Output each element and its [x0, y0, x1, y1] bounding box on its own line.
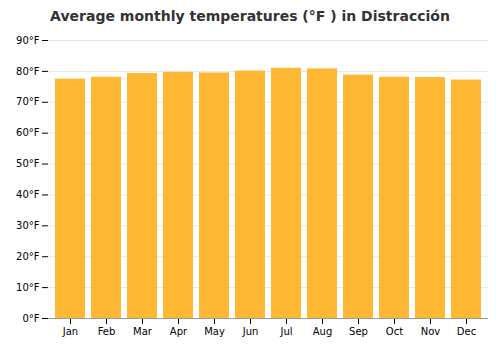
- svg-text:Nov: Nov: [421, 326, 441, 337]
- svg-text:Feb: Feb: [98, 326, 116, 337]
- svg-text:Dec: Dec: [457, 326, 476, 337]
- svg-text:0°F: 0°F: [22, 313, 39, 324]
- svg-text:May: May: [204, 326, 225, 337]
- svg-text:80°F: 80°F: [16, 66, 40, 77]
- svg-text:Jan: Jan: [62, 326, 78, 337]
- svg-text:10°F: 10°F: [16, 282, 40, 293]
- svg-text:Sep: Sep: [349, 326, 368, 337]
- svg-text:60°F: 60°F: [16, 127, 40, 138]
- svg-text:90°F: 90°F: [16, 35, 40, 46]
- svg-text:70°F: 70°F: [16, 96, 40, 107]
- svg-text:Jun: Jun: [242, 326, 259, 337]
- svg-text:20°F: 20°F: [16, 251, 40, 262]
- svg-text:Mar: Mar: [133, 326, 153, 337]
- svg-text:Aug: Aug: [313, 326, 333, 337]
- svg-text:30°F: 30°F: [16, 220, 40, 231]
- svg-text:50°F: 50°F: [16, 158, 40, 169]
- svg-text:Oct: Oct: [386, 326, 403, 337]
- svg-text:Jul: Jul: [279, 326, 292, 337]
- svg-text:40°F: 40°F: [16, 189, 40, 200]
- svg-text:Apr: Apr: [170, 326, 188, 337]
- html-text:Average monthly temperatures (: Average monthly temperatures (°F ) in Di…: [50, 8, 450, 24]
